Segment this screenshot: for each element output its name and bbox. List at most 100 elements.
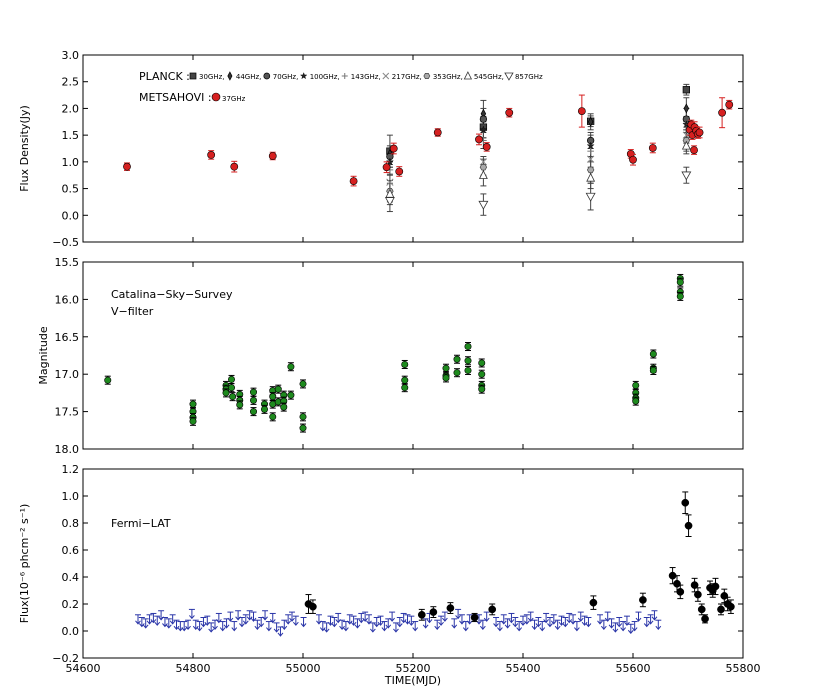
upper-limit-head [393, 628, 399, 633]
fermi-detection-point [309, 602, 317, 611]
fermi-upper-limit-arrow [462, 621, 469, 632]
catalina-point [299, 380, 307, 388]
fermi-upper-limit-arrow [366, 614, 372, 625]
planck-point-star [385, 157, 394, 166]
metsahovi-point [695, 128, 704, 137]
upper-limit-head [651, 616, 658, 621]
x-tick-label: 54800 [176, 662, 211, 675]
fermi-upper-limit-arrow [342, 621, 349, 632]
fermi-upper-limit-arrow [265, 621, 272, 632]
metsahovi-point [690, 146, 698, 155]
fermi-upper-limit-arrow [581, 615, 588, 626]
fermi-upper-limit-arrow [354, 618, 361, 629]
fermi-upper-limit-arrow [215, 612, 222, 624]
planck-point-star [586, 141, 595, 150]
legend-marker-hexagon [423, 73, 431, 79]
catalina-point [189, 400, 197, 408]
fermi-upper-limit-arrow [300, 617, 307, 628]
legend-entry-label: 70GHz, [273, 73, 299, 81]
fermi-upper-limit-arrow [392, 622, 399, 633]
y-tick-label: −0.2 [52, 652, 79, 665]
legend-entry-label: 545GHz, [474, 73, 504, 81]
y-tick-label: 2.0 [62, 102, 80, 115]
upper-limit-head [520, 621, 526, 626]
fermi-upper-limit-arrow [339, 619, 346, 630]
fermi-upper-limit-arrow [451, 618, 458, 629]
fermi-upper-limit-arrow [608, 618, 615, 629]
upper-limit-head [250, 617, 257, 622]
planck-point-triangle-down [478, 200, 489, 210]
catalina-point [453, 369, 461, 377]
upper-limit-head [516, 627, 523, 632]
planck-point-triangle-up [681, 140, 691, 150]
upper-limit-head [381, 627, 388, 632]
x-tick-label: 55600 [616, 662, 651, 675]
upper-limit-head [385, 624, 392, 629]
upper-limit-head [616, 623, 623, 628]
y-tick-label: 0.0 [62, 209, 80, 222]
legend-marker-diamond [227, 71, 233, 81]
gamma-panel-frame [82, 468, 744, 659]
fermi-detection-point [684, 521, 693, 530]
catalina-point [250, 408, 258, 416]
fermi-upper-limit-arrow [496, 621, 503, 632]
fermi-upper-limit-arrow [173, 619, 180, 630]
upper-limit-head [543, 619, 549, 624]
upper-limit-head [208, 628, 215, 633]
gamma-x-ticks: 54600 54800 55000 55200 55400 55600 55800 [66, 469, 761, 675]
upper-limit-head [434, 625, 441, 630]
catalina-point [464, 357, 472, 365]
upper-limit-head [162, 623, 168, 628]
upper-limit-head [597, 620, 603, 625]
upper-limit-head [181, 627, 188, 632]
planck-point-triangle-down [384, 197, 395, 206]
upper-limit-head [585, 623, 592, 628]
x-tick-label: 55200 [396, 662, 431, 675]
fermi-upper-limit-arrow [516, 621, 523, 632]
upper-limit-head [412, 627, 419, 632]
fermi-upper-limit-arrow [562, 617, 569, 628]
planck-point-star [479, 125, 488, 134]
upper-limit-head [600, 625, 607, 630]
gamma-y-axis-label: Flux(10⁻⁶ phcm⁻² s⁻¹) [18, 504, 31, 624]
catalina-point [632, 397, 640, 405]
fermi-upper-limit-arrow [258, 617, 265, 628]
catalina-point [250, 388, 258, 396]
gamma-data-points [135, 491, 735, 637]
fermi-upper-limit-arrow [441, 611, 448, 622]
planck-point-plus [587, 147, 594, 155]
legend-metsahovi-marker [211, 92, 221, 102]
catalina-point [676, 292, 684, 300]
metsahovi-point [207, 151, 216, 159]
fermi-upper-limit-arrow [643, 617, 650, 628]
fermi-detection-point [711, 582, 720, 591]
catalina-point [442, 374, 450, 382]
metsahovi-point [629, 155, 637, 164]
y-tick-label: 2.5 [62, 76, 80, 89]
fermi-detection-point [720, 592, 729, 600]
upper-limit-head [497, 627, 503, 632]
fermi-upper-limit-arrow [373, 617, 380, 628]
fermi-upper-limit-arrow [577, 611, 584, 622]
catalina-point [274, 385, 282, 393]
fermi-upper-limit-arrow [369, 622, 376, 633]
upper-limit-head [635, 617, 642, 622]
upper-limit-head [165, 624, 172, 629]
catalina-point [229, 393, 237, 401]
catalina-point [632, 381, 640, 389]
fermi-upper-limit-arrow [242, 614, 249, 625]
y-tick-label: 1.2 [62, 463, 80, 476]
fermi-upper-limit-arrow [362, 611, 369, 622]
catalina-annotation-line1: Catalina−Sky−Survey [111, 288, 233, 301]
legend-metsahovi-label: METSAHOVI : [139, 91, 212, 104]
upper-limit-head [142, 624, 149, 629]
planck-point-diamond [587, 116, 594, 127]
upper-limit-head [493, 623, 499, 628]
legend-entry-label: 44GHz, [236, 73, 262, 81]
y-tick-label: 1.5 [62, 129, 80, 142]
fermi-upper-limit-arrow [620, 621, 627, 632]
fermi-upper-limit-arrow [223, 618, 230, 629]
legend-marker-octagon [263, 72, 271, 80]
fermi-detection-point [417, 610, 426, 619]
planck-point-hexagon [586, 166, 595, 174]
